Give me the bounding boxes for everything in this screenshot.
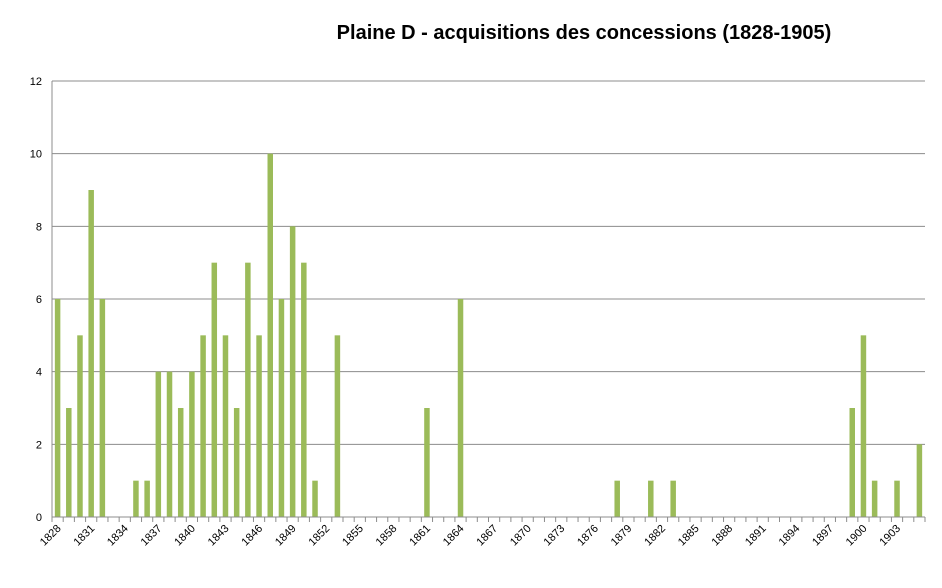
x-tick-label: 1885 [676, 523, 702, 549]
y-tick-label: 2 [36, 439, 42, 451]
x-tick-label: 1867 [474, 523, 500, 549]
bar [871, 480, 878, 517]
x-tick-label: 1894 [777, 523, 803, 549]
x-tick-label: 1858 [374, 523, 400, 549]
x-tick-label: 1870 [508, 523, 534, 549]
bar [614, 480, 620, 517]
x-tick-label: 1834 [105, 523, 131, 549]
x-tick-label: 1852 [307, 523, 333, 549]
bar [233, 408, 240, 517]
x-tick-label: 1837 [139, 523, 165, 549]
bar [66, 408, 72, 517]
y-tick-label: 8 [36, 221, 42, 233]
y-tick-label: 0 [36, 512, 42, 524]
axes: 0 2 4 6 8 10 12 1828 1831 1834 1837 1840 1843 1846 184… [30, 76, 926, 549]
bar [267, 153, 273, 517]
bar [133, 480, 139, 517]
bar [77, 335, 83, 517]
x-tick-label: 1861 [407, 523, 433, 549]
bar [256, 335, 262, 517]
x-tick-label: 1891 [743, 523, 769, 549]
bar [457, 299, 464, 517]
bar [916, 444, 923, 517]
bar [99, 299, 106, 517]
x-tick-label: 1903 [877, 523, 903, 549]
x-tick-label: 1828 [38, 523, 64, 549]
chart-title: Plaine D - acquisitions des concessions … [336, 22, 832, 44]
x-tick-label: 1873 [542, 523, 568, 549]
bar [222, 335, 229, 517]
gridlines [52, 80, 925, 445]
bar [177, 408, 184, 517]
bar [88, 190, 94, 517]
x-tick-label: 1864 [441, 523, 467, 549]
bar [155, 371, 162, 517]
bar [648, 480, 654, 517]
bar [166, 371, 173, 517]
bars [54, 153, 923, 518]
x-tick-label: 1831 [71, 523, 97, 549]
bar [860, 335, 867, 517]
bar [312, 480, 318, 517]
x-tick-label: 1897 [810, 523, 836, 549]
bar [211, 262, 218, 517]
x-tick-label: 1876 [575, 523, 601, 549]
x-tick-label: 1849 [273, 523, 299, 549]
bar [144, 480, 150, 517]
bar [289, 226, 296, 518]
bar [894, 480, 900, 517]
bar [670, 480, 676, 517]
bar [278, 299, 285, 517]
y-tick-label: 4 [36, 367, 42, 379]
x-tick-label: 1900 [844, 523, 870, 549]
x-tick-label: 1855 [340, 523, 366, 549]
bar [334, 335, 341, 517]
bar [245, 262, 251, 517]
x-tick-label: 1846 [239, 523, 265, 549]
x-tick-label: 1840 [172, 523, 198, 549]
y-tick-label: 12 [30, 76, 42, 88]
bar [301, 262, 307, 517]
y-tick-label: 10 [30, 149, 42, 161]
bar [424, 408, 430, 517]
bar [54, 299, 61, 517]
y-tick-label: 6 [36, 294, 42, 306]
x-tick-label: 1843 [206, 523, 232, 549]
bar [200, 335, 206, 517]
bar [849, 408, 855, 517]
x-tick-label: 1882 [642, 523, 668, 549]
x-tick-label: 1879 [609, 523, 635, 549]
x-tick-label: 1888 [709, 523, 735, 549]
bar [189, 371, 195, 517]
